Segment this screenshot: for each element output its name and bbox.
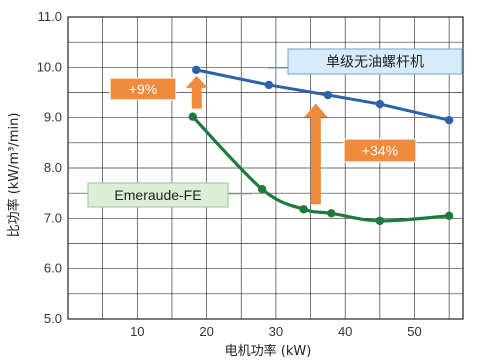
arrow-plus-9 xyxy=(185,75,208,109)
y-tick-labels: 5.0 6.0 7.0 8.0 9.0 10.0 11.0 xyxy=(37,9,62,326)
x-tick-label: 20 xyxy=(199,324,213,339)
x-axis-title: 电机功率 (kW) xyxy=(225,343,312,359)
annotation-plus-34: +34% xyxy=(343,138,417,163)
series-line-2 xyxy=(191,115,450,223)
data-point xyxy=(375,216,385,226)
y-tick-label: 9.0 xyxy=(44,110,62,125)
y-axis-title: 比功率 (kW/m³/min) xyxy=(6,113,22,238)
annotations: 单级无油螺杆机 Emeraude-FE +9% +34% xyxy=(87,48,463,208)
series-1-label-text: 单级无油螺杆机 xyxy=(326,54,424,70)
series-2-label-box xyxy=(87,182,229,208)
data-point xyxy=(257,184,267,194)
data-point xyxy=(375,99,385,109)
annotation-plus-34-text: +34% xyxy=(362,143,398,159)
annotation-plus-9: +9% xyxy=(109,77,177,101)
y-tick-label: 7.0 xyxy=(44,210,62,225)
annotation-plus-9-box xyxy=(109,77,177,101)
x-tick-label: 40 xyxy=(338,324,352,339)
y-tick-label: 8.0 xyxy=(44,160,62,175)
series-1-label-box xyxy=(287,48,463,75)
x-tick-labels: 10 20 30 40 50 xyxy=(130,324,422,339)
data-point xyxy=(188,112,197,121)
data-point xyxy=(444,115,454,125)
series-1-label: 单级无油螺杆机 xyxy=(287,48,463,75)
x-tick-label: 50 xyxy=(407,324,421,339)
data-point xyxy=(299,205,308,214)
annotation-plus-34-box xyxy=(343,138,417,163)
y-tick-label: 5.0 xyxy=(44,311,62,326)
y-tick-label: 10.0 xyxy=(37,59,62,74)
axes xyxy=(67,16,464,320)
x-tick-label: 10 xyxy=(130,324,144,339)
y-tick-label: 11.0 xyxy=(38,9,62,24)
data-point xyxy=(327,209,336,218)
arrow-plus-34 xyxy=(303,103,328,205)
data-point xyxy=(323,90,333,100)
series-2-label: Emeraude-FE xyxy=(87,182,229,208)
x-tick-label: 30 xyxy=(269,324,283,339)
series-markers xyxy=(188,65,454,226)
data-point xyxy=(192,65,201,75)
plot-frame xyxy=(67,16,464,320)
series-2-label-text: Emeraude-FE xyxy=(114,187,201,203)
annotation-plus-9-text: +9% xyxy=(129,81,157,97)
y-tick-label: 6.0 xyxy=(44,261,62,276)
data-point xyxy=(264,80,274,90)
data-point xyxy=(444,211,454,221)
